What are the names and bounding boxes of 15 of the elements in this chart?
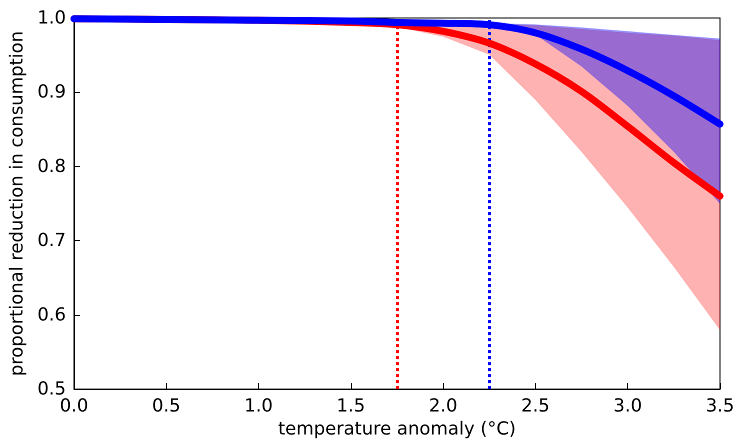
x-tick-label: 1.0	[244, 396, 273, 417]
x-axis-title: temperature anomaly (°C)	[278, 418, 516, 440]
x-tick-label: 2.0	[428, 396, 458, 417]
y-tick-label: 0.9	[37, 82, 66, 103]
y-tick-label: 1.0	[37, 8, 66, 28]
x-tick-label: 0.5	[152, 396, 181, 417]
y-tick-label: 0.6	[37, 304, 66, 326]
x-tick-label: 3.5	[706, 396, 734, 417]
y-tick-label: 0.8	[37, 156, 66, 177]
x-tick-label: 0.0	[60, 396, 88, 417]
x-tick-label: 2.5	[521, 396, 550, 417]
y-tick-label: 0.7	[37, 230, 66, 252]
y-axis-title: proportional reduction in consumption	[6, 30, 28, 376]
x-tick-label: 1.5	[336, 396, 366, 417]
x-tick-label: 3.0	[613, 396, 642, 417]
